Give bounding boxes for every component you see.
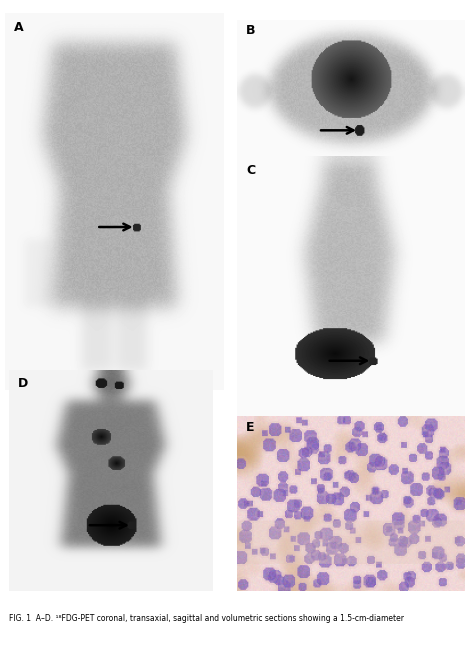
- Text: B: B: [246, 24, 255, 37]
- Text: A: A: [13, 21, 23, 34]
- Text: E: E: [246, 421, 255, 434]
- Text: D: D: [18, 377, 28, 390]
- Text: FIG. 1  A–D. ¹⁸FDG-PET coronal, transaxial, sagittal and volumetric sections sho: FIG. 1 A–D. ¹⁸FDG-PET coronal, transaxia…: [9, 614, 404, 623]
- Text: C: C: [246, 164, 255, 177]
